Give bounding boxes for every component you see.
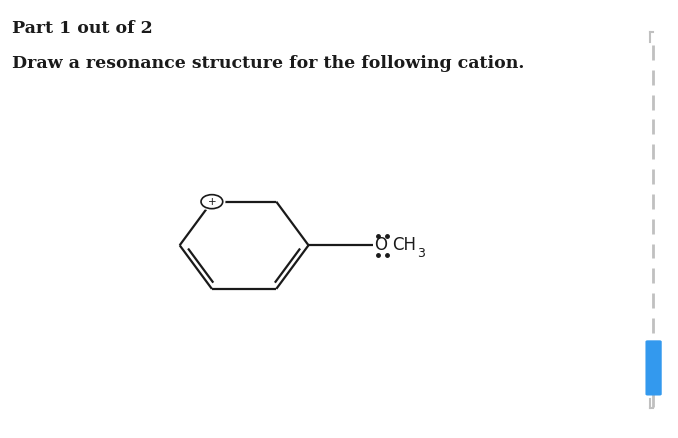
Text: Part 1 out of 2: Part 1 out of 2 — [12, 20, 153, 37]
Circle shape — [199, 193, 225, 210]
FancyBboxPatch shape — [645, 340, 662, 396]
Text: O: O — [374, 236, 387, 254]
Text: 3: 3 — [417, 247, 425, 260]
Text: +: + — [207, 197, 216, 207]
Text: Draw a resonance structure for the following cation.: Draw a resonance structure for the follo… — [12, 55, 525, 72]
Text: CH: CH — [392, 236, 416, 254]
